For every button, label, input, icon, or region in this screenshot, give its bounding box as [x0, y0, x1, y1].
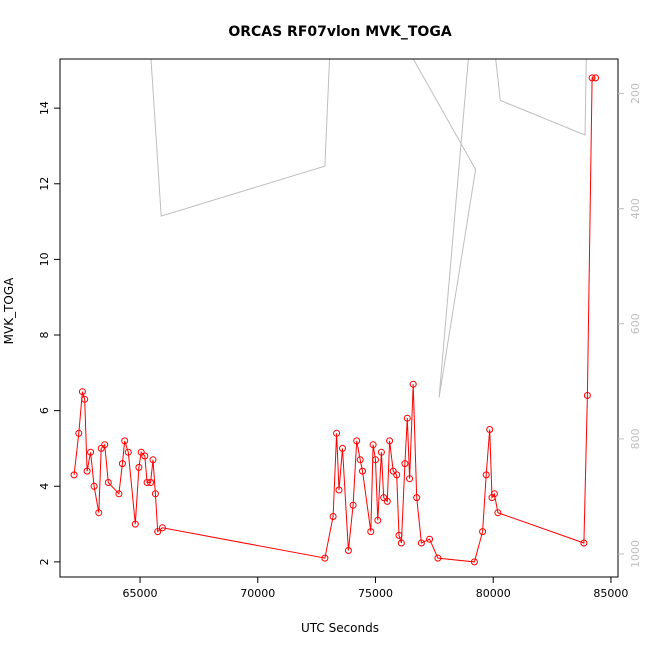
- series-1-point: [417, 539, 425, 547]
- series-1-point: [359, 467, 366, 475]
- series-1-point: [372, 456, 379, 464]
- y-tick-label: 10: [38, 252, 51, 266]
- series-1-point: [486, 426, 494, 433]
- series-1-point: [115, 490, 123, 498]
- series-1-point: [406, 475, 414, 483]
- y-tick-label: 6: [38, 407, 51, 414]
- y-tick-label: 2: [38, 558, 51, 565]
- series-1-point: [118, 460, 126, 468]
- series-1-point: [339, 444, 346, 452]
- series-1-point: [386, 437, 394, 445]
- y2-tick-label: 1000: [629, 540, 642, 568]
- series-1-point: [135, 463, 143, 471]
- series-1-point: [158, 524, 166, 532]
- series-1-point: [333, 429, 341, 437]
- y-tick-label: 4: [38, 483, 51, 490]
- series-1-point: [413, 494, 421, 502]
- series-1-point: [121, 437, 129, 445]
- y-axis-label: MVK_TOGA: [2, 277, 16, 345]
- series-1-point: [131, 520, 139, 528]
- series-1-point: [403, 414, 411, 422]
- series-1-point: [397, 539, 405, 547]
- series-1-point: [147, 479, 155, 486]
- x-tick-label: 70000: [240, 587, 275, 600]
- series-1-point: [101, 441, 109, 449]
- y2-tick-label: 800: [629, 428, 642, 449]
- series-1-point: [426, 535, 434, 543]
- series-1-point: [482, 471, 490, 479]
- y2-tick-label: 200: [629, 83, 642, 104]
- y-tick-label: 14: [38, 101, 51, 115]
- series-1-point: [580, 539, 588, 547]
- series-1-point: [383, 497, 391, 505]
- series-1-point: [353, 437, 361, 445]
- series-1-point: [329, 513, 337, 520]
- series-1-point: [369, 441, 377, 449]
- series-1-point: [141, 452, 149, 460]
- series-1-point: [90, 482, 98, 490]
- series-1-point: [81, 395, 89, 403]
- series-1-point: [393, 471, 401, 479]
- series-1-point: [87, 448, 95, 456]
- series-1-point: [70, 471, 78, 479]
- series-1-point: [356, 456, 364, 464]
- y-tick-label: 8: [38, 332, 51, 339]
- series-1-point: [401, 460, 409, 468]
- series-1-point: [137, 448, 145, 456]
- series-1-point: [395, 531, 403, 539]
- x-tick-label: 85000: [593, 587, 628, 600]
- series-1-point: [367, 528, 375, 536]
- series-1-point: [321, 554, 329, 562]
- series-1-point: [335, 486, 343, 494]
- series-1-point: [104, 479, 112, 486]
- series-1-point: [83, 467, 91, 475]
- series-1-point: [588, 74, 596, 82]
- series-1-point: [149, 456, 157, 464]
- series-1-point: [374, 516, 382, 524]
- series-1-point: [479, 528, 487, 536]
- x-axis-label: UTC Seconds: [301, 621, 379, 635]
- series-1-point: [380, 494, 388, 502]
- series-1-point: [78, 388, 86, 396]
- series-1-point: [95, 509, 103, 517]
- plot-area: 65000 70000 75000 80000 85000 2 4 6 8 10 12 14 200 40…: [38, 58, 642, 600]
- series-1-point: [470, 558, 478, 566]
- x-tick-label: 80000: [476, 587, 511, 600]
- plot-series-group: [70, 59, 600, 566]
- series-1-point: [488, 494, 496, 502]
- series-1-point: [583, 392, 591, 399]
- series-1-point: [592, 74, 600, 82]
- series-1-point: [349, 501, 357, 509]
- series-2-line: [150, 59, 587, 398]
- series-1-point: [124, 448, 132, 456]
- series-1-point: [143, 479, 151, 486]
- series-1-point: [344, 547, 352, 554]
- series-1-point: [97, 444, 105, 452]
- x-tick-label: 75000: [358, 587, 393, 600]
- series-1-point: [490, 490, 498, 498]
- chart-title: ORCAS RF07vlon MVK_TOGA: [228, 24, 452, 40]
- series-1-point: [154, 528, 162, 536]
- y2-tick-label: 400: [629, 198, 642, 219]
- series-1-point: [409, 380, 417, 388]
- y-tick-label: 12: [38, 177, 51, 191]
- series-1-point: [75, 429, 83, 437]
- series-1-point: [494, 509, 502, 517]
- series-1-point: [377, 448, 385, 456]
- x-tick-label: 65000: [123, 587, 158, 600]
- series-1-line: [73, 77, 596, 563]
- y2-tick-label: 600: [629, 313, 642, 334]
- series-1-point: [389, 467, 397, 475]
- series-1-point: [151, 490, 159, 498]
- series-1-point: [434, 554, 442, 562]
